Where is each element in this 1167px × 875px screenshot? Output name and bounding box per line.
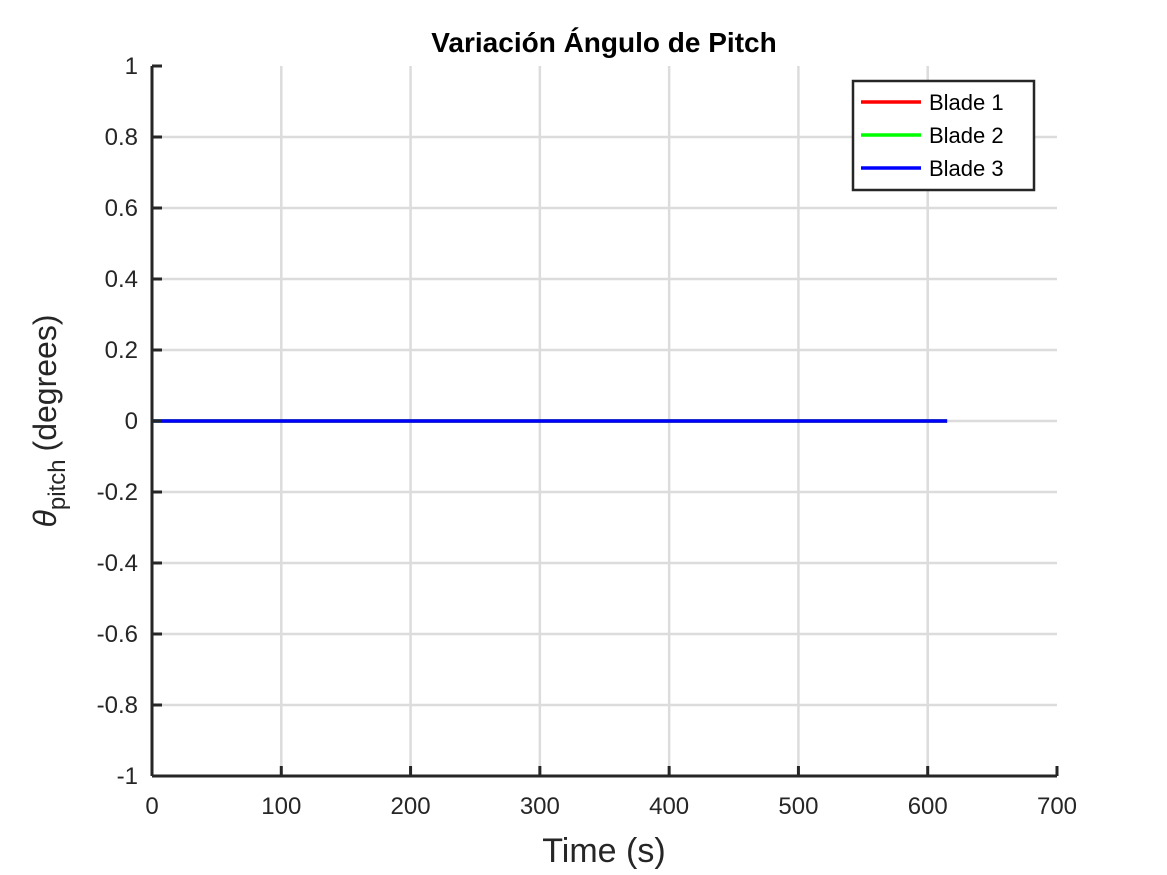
y-axis-label: θpitch (degrees): [27, 314, 71, 527]
y-tick-label: 1: [125, 53, 138, 80]
y-tick-label: 0.4: [105, 266, 138, 293]
x-tick-label: 700: [1037, 793, 1077, 820]
x-tick-label: 600: [908, 793, 948, 820]
y-tick-label: 0: [125, 408, 138, 435]
svg-text:θpitch(degrees): θpitch (degrees): [27, 314, 71, 527]
x-tick-label: 200: [391, 793, 431, 820]
y-axis-label-unit: (degrees): [27, 314, 63, 451]
legend-label-blade-2: Blade 2: [929, 123, 1004, 148]
x-tick-label: 100: [261, 793, 301, 820]
y-tick-label: -0.6: [97, 621, 138, 648]
y-tick-label: 0.8: [105, 124, 138, 151]
chart-title: Variación Ángulo de Pitch: [431, 27, 776, 58]
x-tick-label: 400: [649, 793, 689, 820]
legend: Blade 1 Blade 2 Blade 3: [851, 79, 1036, 192]
legend-label-blade-1: Blade 1: [929, 90, 1004, 115]
y-axis-label-subscript: pitch: [44, 459, 71, 510]
y-tick-label: 0.6: [105, 195, 138, 222]
legend-label-blade-3: Blade 3: [929, 156, 1004, 181]
x-tick-label: 300: [520, 793, 560, 820]
y-tick-label: 0.2: [105, 337, 138, 364]
y-tick-label: -0.2: [97, 479, 138, 506]
y-tick-label: -0.4: [97, 550, 138, 577]
x-tick-label: 500: [778, 793, 818, 820]
y-axis-label-symbol: θ: [27, 510, 63, 528]
x-tick-label: 0: [145, 793, 158, 820]
ticks: 0 100 200 300 400 500 600 700 -1 -0.8 -0.6 -0.4 -0.2…: [97, 53, 1077, 820]
x-axis-label: Time (s): [542, 832, 665, 870]
legend-items: Blade 1 Blade 2 Blade 3: [861, 90, 1004, 181]
y-tick-label: -0.8: [97, 692, 138, 719]
y-tick-label: -1: [117, 763, 138, 790]
